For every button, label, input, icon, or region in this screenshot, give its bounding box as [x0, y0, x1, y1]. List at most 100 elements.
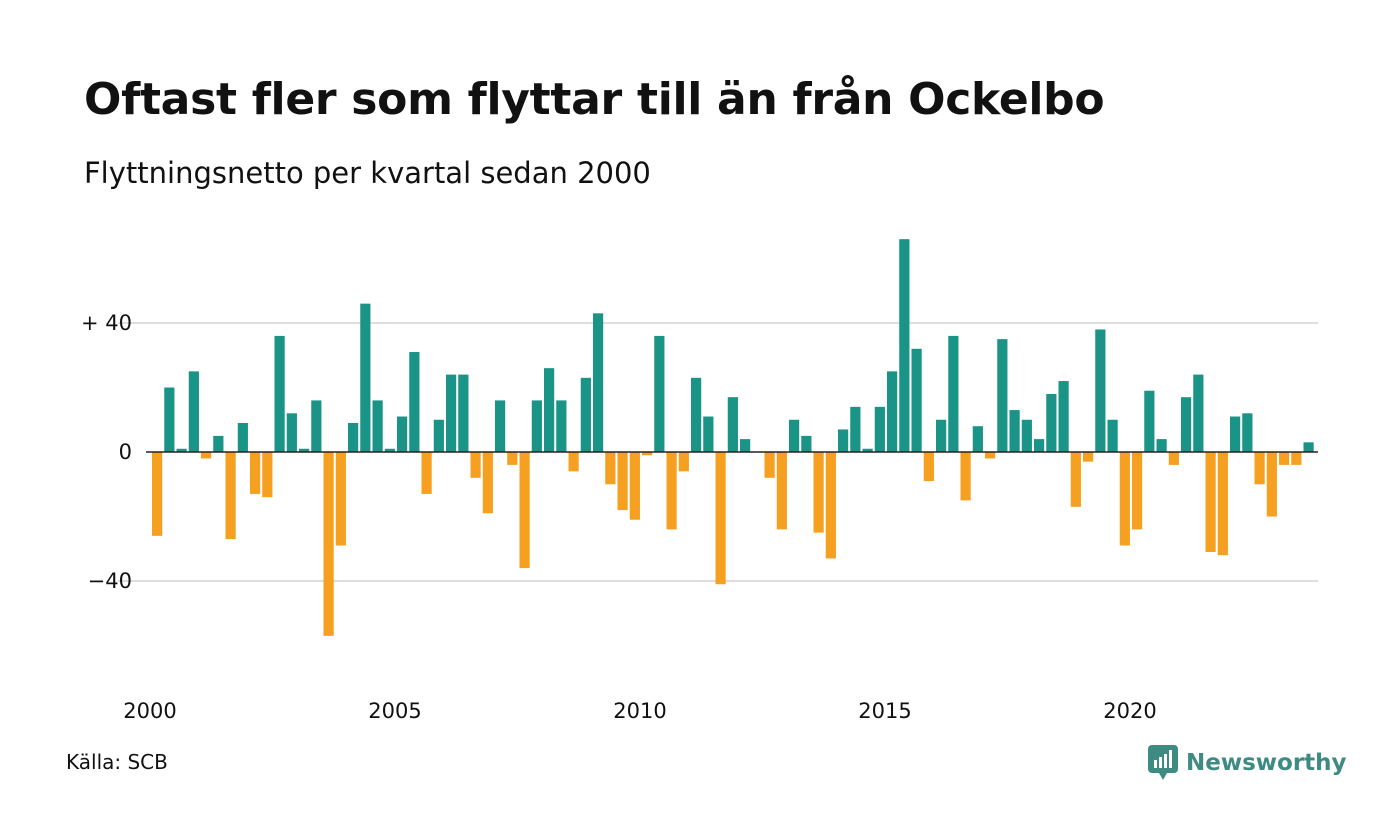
bar	[482, 452, 493, 514]
bar	[201, 452, 212, 459]
bar	[740, 439, 751, 452]
bar	[531, 400, 542, 452]
newsworthy-logo[interactable]: Newsworthy	[1148, 743, 1347, 783]
bar	[1181, 397, 1192, 453]
bar	[629, 452, 640, 520]
bar	[1193, 374, 1204, 452]
bar	[213, 435, 224, 453]
bar	[617, 452, 628, 511]
bar	[1083, 452, 1094, 462]
bar	[311, 400, 322, 452]
bar	[507, 452, 518, 465]
bar	[899, 239, 910, 452]
x-tick-label: 2000	[123, 699, 176, 723]
bar	[164, 387, 175, 452]
source-note: Källa: SCB	[66, 750, 168, 774]
bar	[262, 452, 273, 498]
bar	[1254, 452, 1265, 485]
bar	[1132, 452, 1143, 530]
bar	[1303, 442, 1314, 452]
bar	[1230, 416, 1241, 452]
bar	[568, 452, 579, 472]
x-tick-label: 2010	[613, 699, 666, 723]
bar	[727, 397, 738, 453]
bar	[495, 400, 506, 452]
bar	[299, 448, 310, 452]
bar	[1095, 329, 1106, 452]
bar	[348, 422, 359, 453]
bar	[985, 452, 996, 459]
bar	[176, 448, 187, 452]
bar	[874, 406, 885, 452]
bar	[1107, 419, 1118, 452]
bar	[666, 452, 677, 530]
y-tick-label: + 40	[81, 311, 132, 335]
bar	[1291, 452, 1302, 465]
bar	[286, 413, 297, 452]
bar	[887, 371, 898, 453]
bar	[237, 422, 248, 453]
bar	[1279, 452, 1290, 465]
bar	[1034, 439, 1045, 452]
bar	[274, 335, 285, 452]
bar	[1205, 452, 1216, 552]
x-tick-label: 2020	[1103, 699, 1156, 723]
bar	[250, 452, 261, 494]
bar	[1156, 439, 1167, 452]
bar	[1021, 419, 1032, 452]
bar	[654, 335, 665, 452]
bar	[335, 452, 346, 546]
bar	[1242, 413, 1253, 452]
bar	[972, 426, 983, 452]
bar	[678, 452, 689, 472]
bar	[813, 452, 824, 533]
bar	[642, 452, 653, 456]
bar	[470, 452, 481, 478]
bar	[384, 448, 395, 452]
y-tick-label: 0	[119, 440, 132, 464]
bar	[862, 448, 873, 452]
bar	[152, 452, 163, 536]
bar	[936, 419, 947, 452]
y-axis-ticks: + 40 0 −40	[81, 311, 132, 593]
bar	[703, 416, 714, 452]
bar	[1119, 452, 1130, 546]
bar	[776, 452, 787, 530]
bar	[764, 452, 775, 478]
bar	[605, 452, 616, 485]
bar	[1046, 393, 1057, 452]
bar	[409, 352, 420, 452]
bar	[1144, 390, 1155, 452]
bar	[397, 416, 408, 452]
speech-bubble-bar-chart-icon	[1148, 745, 1178, 780]
bar	[556, 400, 567, 452]
bar	[580, 377, 591, 452]
x-tick-label: 2005	[368, 699, 421, 723]
bar	[519, 452, 530, 569]
bar	[360, 303, 371, 452]
bar	[188, 371, 199, 453]
bar	[801, 435, 812, 453]
bar	[715, 452, 726, 585]
bar	[923, 452, 934, 482]
bar	[544, 368, 555, 452]
bar	[691, 377, 702, 452]
bar	[433, 419, 444, 452]
bar	[323, 452, 334, 636]
bar	[838, 429, 849, 452]
bar	[1217, 452, 1228, 556]
bar	[1070, 452, 1081, 507]
bar	[421, 452, 432, 494]
bar	[948, 335, 959, 452]
bar	[1009, 410, 1020, 452]
bar	[593, 313, 604, 452]
chart-subtitle: Flyttningsnetto per kvartal sedan 2000	[84, 156, 651, 190]
bar	[997, 339, 1008, 453]
x-axis-ticks: 2000 2005 2010 2015 2020	[123, 699, 1156, 723]
bar	[825, 452, 836, 559]
x-tick-label: 2015	[858, 699, 911, 723]
brand-name: Newsworthy	[1186, 750, 1347, 776]
bar	[960, 452, 971, 501]
bars	[146, 239, 1318, 636]
